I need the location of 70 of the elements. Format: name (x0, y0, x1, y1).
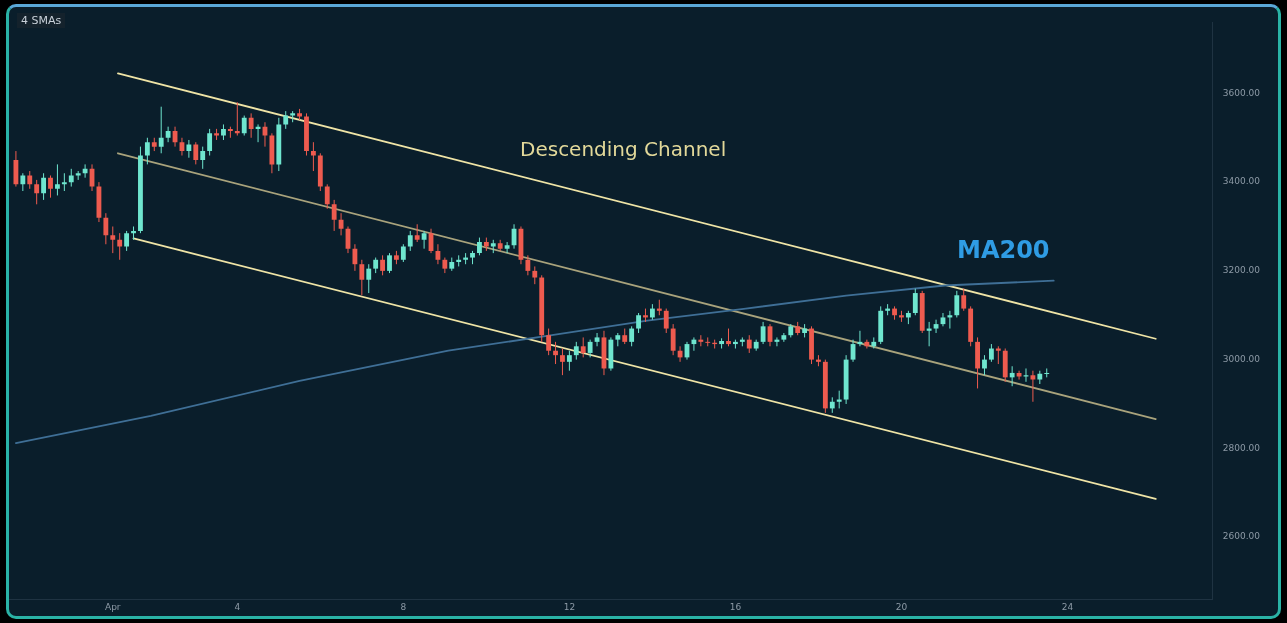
candlestick (110, 226, 116, 254)
candlestick (200, 146, 206, 170)
candlestick (1030, 370, 1036, 403)
candlestick (41, 172, 47, 201)
candlestick (580, 336, 586, 358)
y-tick-label: 3600.00 (1222, 87, 1261, 98)
candlestick (663, 308, 669, 334)
candlestick (186, 139, 192, 159)
candlestick (380, 254, 386, 276)
x-tick-label: 16 (729, 601, 742, 612)
candlestick (566, 350, 572, 372)
candlestick (55, 163, 60, 196)
candlestick (760, 321, 766, 345)
y-tick-label: 3400.00 (1222, 176, 1261, 187)
y-tick-label: 3200.00 (1222, 265, 1261, 276)
candlestick (193, 141, 199, 165)
x-tick-label: 20 (895, 601, 908, 612)
candlestick (926, 321, 932, 347)
y-tick-label: 2800.00 (1222, 442, 1261, 453)
y-tick-label: 3000.00 (1222, 353, 1261, 364)
candlestick (234, 101, 240, 137)
candlestick (131, 226, 136, 241)
x-tick-label: 8 (400, 601, 407, 612)
x-tick-label: Apr (104, 601, 121, 612)
candlestick (594, 332, 600, 347)
candlestick (864, 339, 870, 350)
candlestick (310, 141, 316, 172)
candlestick (691, 336, 697, 352)
candlestick (912, 288, 918, 316)
candlestick (947, 310, 953, 330)
candlestick (629, 325, 635, 347)
candlestick (560, 348, 565, 376)
candlestick (954, 290, 960, 318)
candlestick (553, 341, 558, 365)
candlestick (407, 230, 413, 252)
candlestick (387, 252, 392, 274)
candlestick (248, 112, 254, 139)
candlestick (82, 163, 88, 179)
candlestick (165, 126, 171, 143)
candlestick (48, 174, 53, 199)
annotation: Descending Channel (520, 137, 727, 161)
x-tick-label: 24 (1061, 601, 1074, 612)
candlestick (636, 312, 641, 334)
candlestick (359, 259, 365, 296)
candlestick (324, 183, 330, 210)
candlestick (546, 328, 552, 356)
candlestick (421, 230, 427, 250)
candlestick (525, 254, 531, 276)
candlestick (207, 128, 213, 157)
annotation: 4 SMAs (17, 13, 66, 28)
x-tick-label: 12 (563, 601, 576, 612)
candlestick (1009, 365, 1015, 387)
candlestick (103, 212, 109, 245)
candlestick (331, 199, 337, 232)
candlestick (366, 263, 372, 294)
candlestick (144, 137, 150, 165)
candlestick (241, 115, 247, 137)
candlestick (158, 106, 164, 154)
candlestick (34, 179, 40, 205)
candlestick (124, 230, 130, 252)
y-tick-label: 2600.00 (1222, 531, 1261, 542)
x-tick-label: 4 (234, 601, 241, 612)
candlestick (670, 323, 676, 356)
candlestick (933, 319, 939, 334)
candlestick (961, 288, 967, 312)
candlestick (117, 232, 123, 261)
candlestick (352, 243, 358, 272)
candlestick (504, 241, 510, 254)
annotation: MA200 (957, 236, 1050, 264)
candlestick (982, 354, 987, 376)
